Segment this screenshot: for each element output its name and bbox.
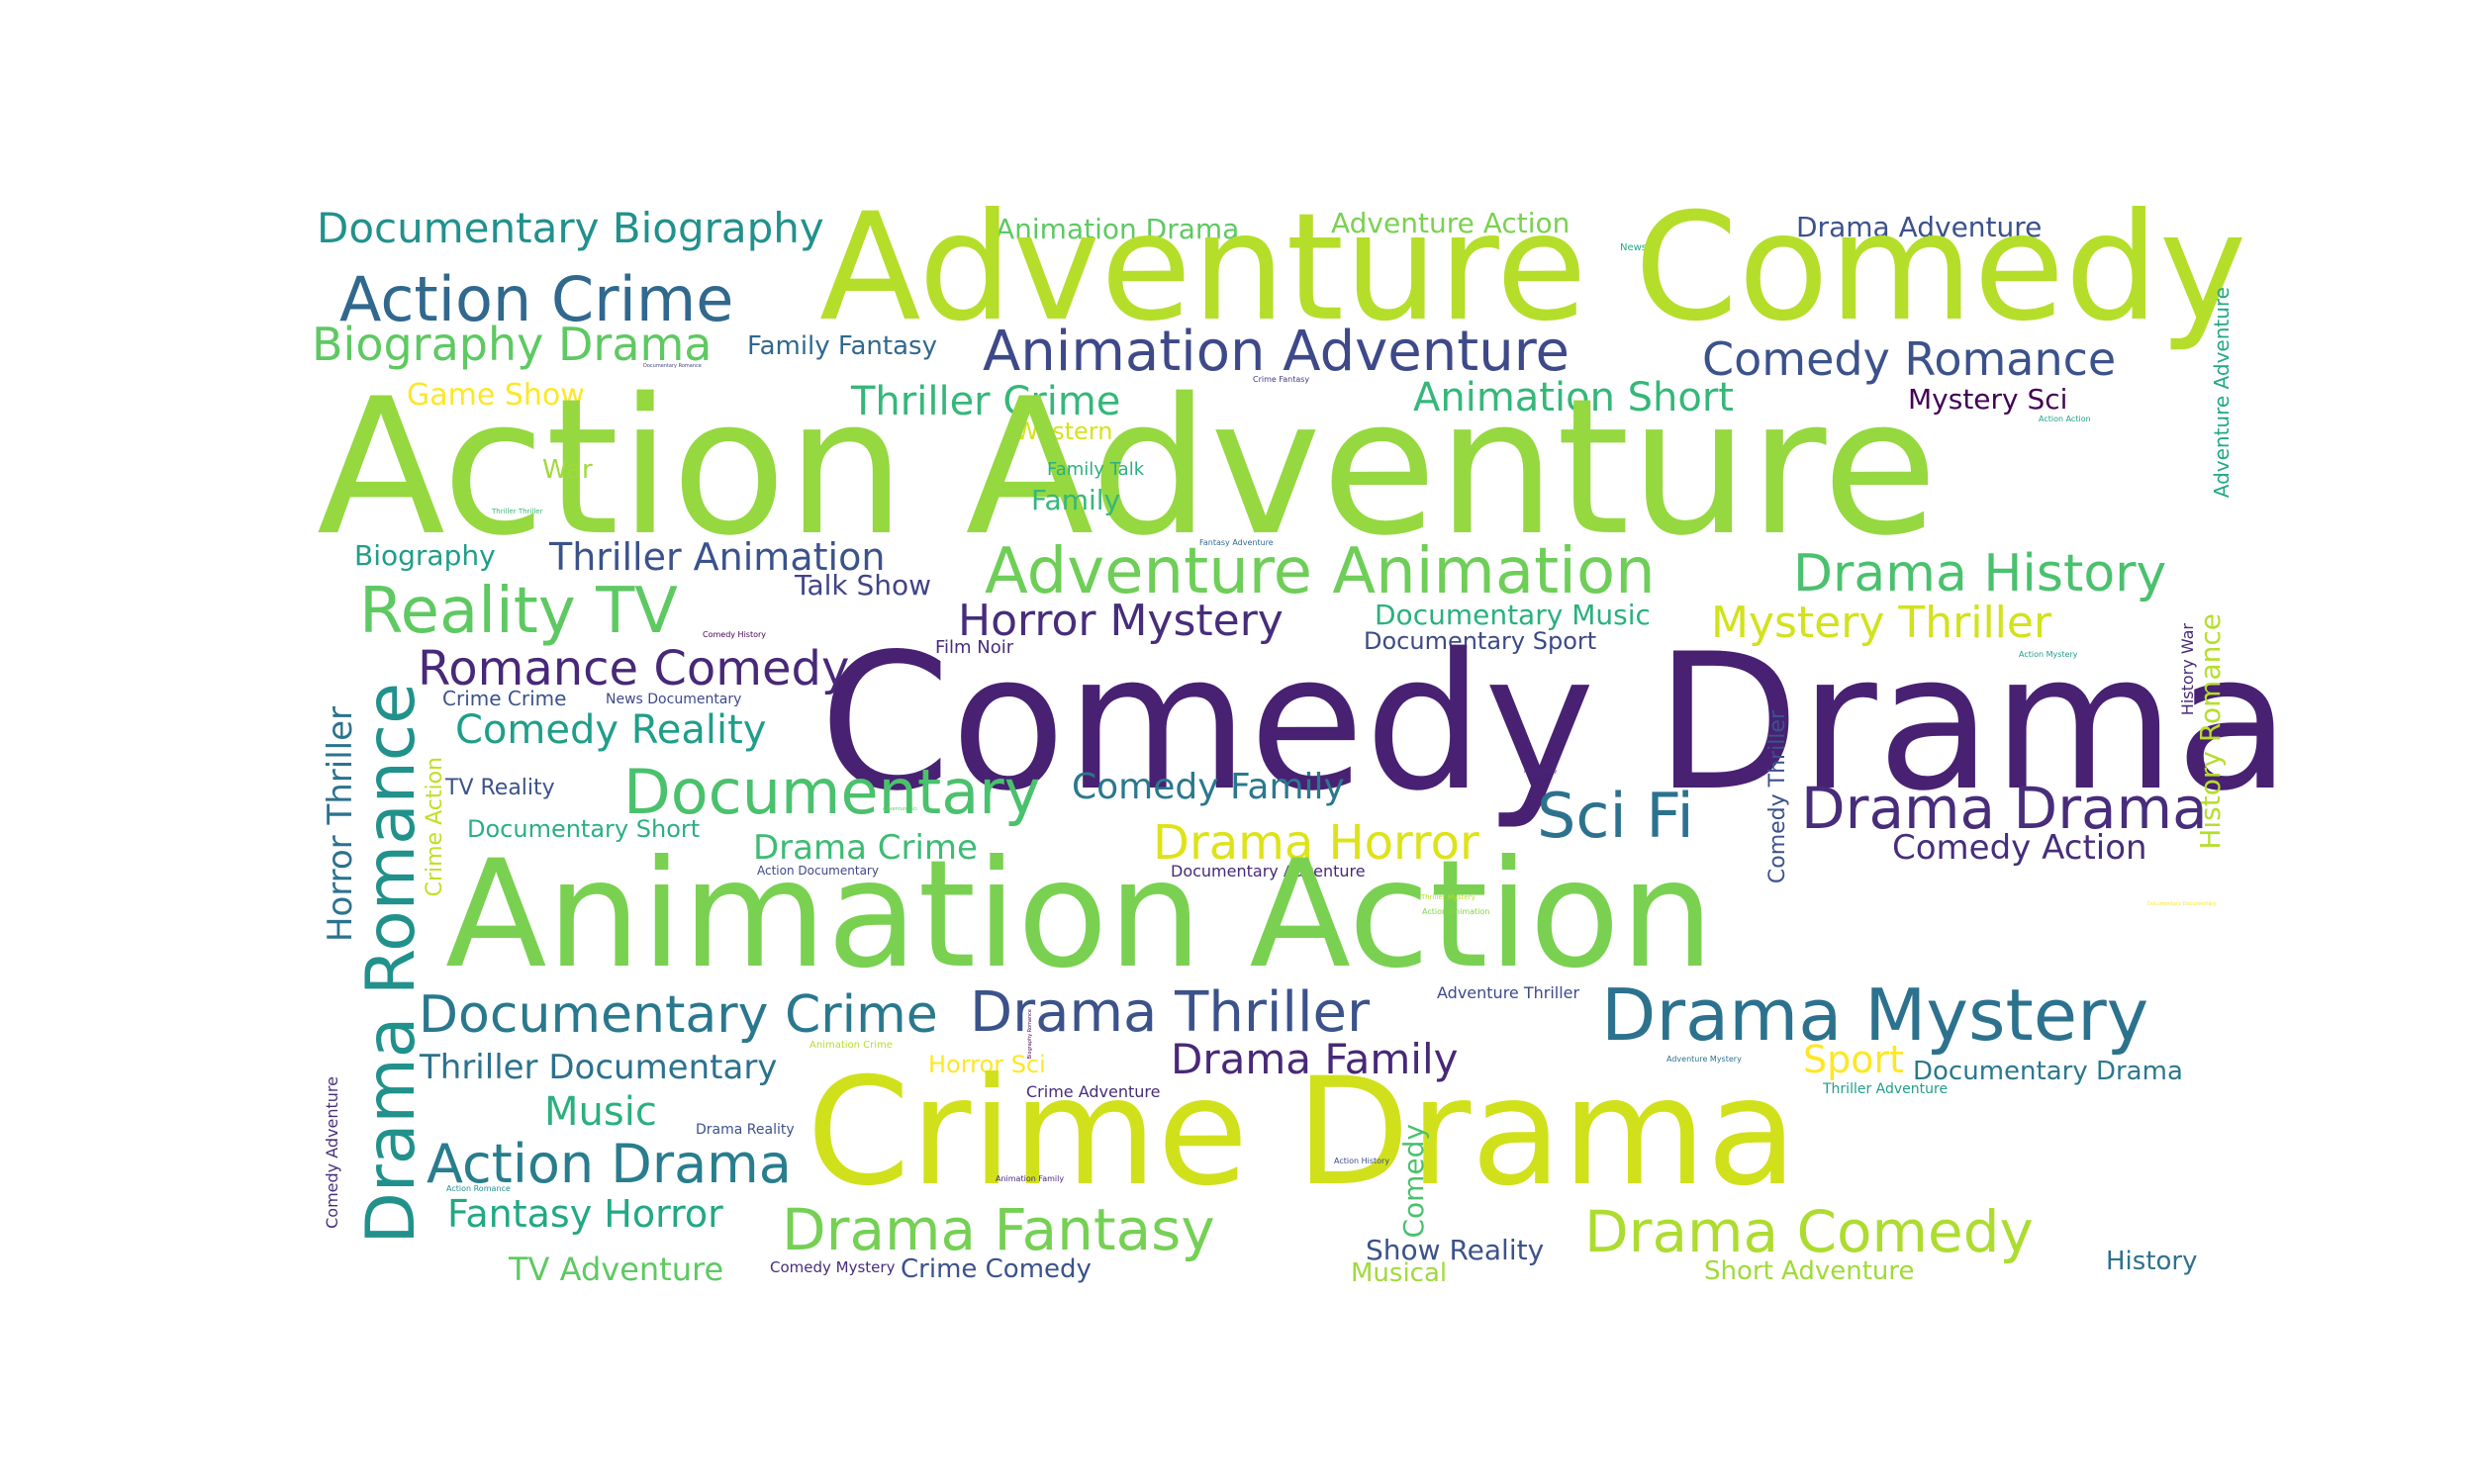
word-comedy-romance: Comedy Romance bbox=[1702, 332, 2117, 386]
word-romance-comedy: Romance Comedy bbox=[418, 641, 850, 696]
word-documentary-short: Documentary Short bbox=[467, 815, 701, 843]
word-drama-family: Drama Family bbox=[1171, 1035, 1459, 1083]
word-adventure-animation: Adventure Animation bbox=[985, 535, 1656, 608]
word-comedy-mystery: Comedy Mystery bbox=[770, 1258, 896, 1276]
word-documentary-drama: Documentary Drama bbox=[1913, 1057, 2183, 1086]
word-comedy-family: Comedy Family bbox=[1072, 767, 1345, 807]
word-documentary-crime: Documentary Crime bbox=[419, 985, 938, 1045]
word-sport: Sport bbox=[1803, 1038, 1905, 1081]
word-thriller-animation: Thriller Animation bbox=[549, 535, 886, 579]
word-biography-romance: Biography Romance bbox=[1027, 1009, 1033, 1060]
word-drama-horror: Drama Horror bbox=[1153, 815, 1479, 871]
word-adventure-comedy: Adventure Comedy bbox=[819, 182, 2247, 354]
word-thriller-documentary: Thriller Documentary bbox=[420, 1048, 778, 1087]
word-drama-mystery: Drama Mystery bbox=[1601, 974, 2149, 1057]
word-reality-tv: Reality TV bbox=[359, 575, 678, 648]
word-family-fantasy: Family Fantasy bbox=[747, 331, 937, 361]
word-action-romance: Action Romance bbox=[446, 1184, 511, 1193]
word-action-documentary: Action Documentary bbox=[757, 864, 879, 878]
word-tv-reality: TV Reality bbox=[445, 776, 555, 800]
word-animation-crime: Animation Crime bbox=[809, 1040, 893, 1051]
word-tv-adventure: TV Adventure bbox=[509, 1251, 724, 1288]
word-thriller-thriller: Thriller Thriller bbox=[492, 508, 543, 515]
word-adventure-mystery: Adventure Mystery bbox=[1666, 1055, 1742, 1064]
word-short-adventure: Short Adventure bbox=[1704, 1256, 1915, 1286]
word-film-noir: Film Noir bbox=[935, 637, 1014, 658]
word-animation-family: Animation Family bbox=[996, 1174, 1065, 1183]
word-adventure-action: Adventure Action bbox=[1331, 207, 1570, 239]
word-sci-fi: Sci Fi bbox=[1537, 780, 1694, 852]
word-action-action: Action Action bbox=[2039, 415, 2091, 423]
word-family-talk: Family Talk bbox=[1047, 459, 1145, 480]
word-documentary-sport: Documentary Sport bbox=[1364, 627, 1597, 655]
word-comedy-drama: Comedy Drama bbox=[819, 613, 2291, 832]
word-comedy-adventure: Comedy Adventure bbox=[323, 1076, 341, 1229]
word-drama-fantasy: Drama Fantasy bbox=[782, 1196, 1215, 1263]
word-documentary-documentary: Documentary Documentary bbox=[2147, 901, 2217, 907]
word-action-family: Action Family bbox=[1524, 769, 1558, 775]
word-comedy-thriller: Comedy Thriller bbox=[1765, 710, 1790, 884]
word-drama-history: Drama History bbox=[1793, 544, 2167, 603]
word-adventure-sci: Adventure Sci bbox=[883, 806, 917, 812]
word-musical: Musical bbox=[1351, 1258, 1448, 1288]
word-drama-comedy: Drama Comedy bbox=[1584, 1198, 2034, 1265]
word-fantasy-adventure: Fantasy Adventure bbox=[1199, 538, 1274, 547]
word-horror-mystery: Horror Mystery bbox=[958, 596, 1284, 646]
word-biography: Biography bbox=[354, 539, 496, 572]
word-drama-thriller: Drama Thriller bbox=[970, 980, 1371, 1045]
word-documentary-biography: Documentary Biography bbox=[317, 204, 824, 252]
word-comedy: Comedy bbox=[1397, 1124, 1430, 1239]
word-drama-crime: Drama Crime bbox=[753, 828, 978, 868]
word-crime-fantasy: Crime Fantasy bbox=[1253, 375, 1310, 384]
word-show-reality: Show Reality bbox=[1366, 1234, 1545, 1266]
word-horror-thriller: Horror Thriller bbox=[321, 706, 360, 943]
word-thriller-adventure: Thriller Adventure bbox=[1823, 1081, 1949, 1097]
word-action-drama: Action Drama bbox=[427, 1133, 792, 1195]
word-crime-action: Crime Action bbox=[423, 757, 447, 897]
word-thriller-mystery: Thriller Mystery bbox=[1421, 893, 1475, 901]
word-action-mystery: Action Mystery bbox=[2019, 650, 2078, 659]
word-action-history: Action History bbox=[1334, 1157, 1390, 1165]
word-drama-romance: Drama Romance bbox=[352, 683, 430, 1245]
word-comedy-reality: Comedy Reality bbox=[455, 707, 767, 753]
word-crime-drama: Crime Drama bbox=[807, 1047, 1798, 1219]
word-mystery-thriller: Mystery Thriller bbox=[1711, 598, 2052, 648]
word-war: War bbox=[542, 455, 593, 485]
word-drama-adventure: Drama Adventure bbox=[1796, 211, 2043, 243]
word-animation-adventure: Animation Adventure bbox=[983, 320, 1570, 384]
word-drama-reality: Drama Reality bbox=[696, 1122, 795, 1138]
word-family: Family bbox=[1031, 484, 1121, 516]
word-music: Music bbox=[544, 1089, 657, 1135]
word-comedy-history: Comedy History bbox=[703, 630, 767, 639]
word-animation-short: Animation Short bbox=[1413, 375, 1734, 420]
word-history: History bbox=[2106, 1247, 2198, 1276]
word-horror-sci: Horror Sci bbox=[928, 1051, 1046, 1078]
word-drama-drama: Drama Drama bbox=[1801, 775, 2208, 842]
word-western: Western bbox=[1015, 417, 1113, 445]
word-comedy-action: Comedy Action bbox=[1892, 828, 2147, 868]
word-mystery-sci: Mystery Sci bbox=[1908, 383, 2068, 416]
word-action-crime: Action Crime bbox=[339, 263, 734, 335]
word-news: News bbox=[1620, 242, 1648, 253]
word-animation-drama: Animation Drama bbox=[996, 213, 1240, 245]
word-crime-crime: Crime Crime bbox=[442, 687, 567, 710]
word-animation-action: Animation Action bbox=[445, 829, 1715, 1001]
word-adventure-adventure: Adventure Adventure bbox=[2210, 287, 2234, 499]
word-crime-comedy: Crime Comedy bbox=[901, 1254, 1092, 1284]
word-documentary-music: Documentary Music bbox=[1375, 599, 1651, 631]
word-adventure-thriller: Adventure Thriller bbox=[1437, 983, 1580, 1002]
word-biography-drama: Biography Drama bbox=[312, 318, 713, 371]
word-documentary-romance: Documentary Romance bbox=[643, 363, 702, 369]
word-talk-show: Talk Show bbox=[795, 569, 932, 602]
word-documentary: Documentary bbox=[623, 756, 1041, 828]
word-action-adventure: Action Adventure bbox=[317, 358, 1939, 577]
word-fantasy-horror: Fantasy Horror bbox=[447, 1192, 723, 1236]
word-action-animation: Action Animation bbox=[1422, 907, 1490, 916]
word-documentary-adventure: Documentary Adventure bbox=[1171, 862, 1366, 881]
word-game-show: Game Show bbox=[407, 378, 585, 413]
word-news-documentary: News Documentary bbox=[606, 692, 742, 707]
word-crime-adventure: Crime Adventure bbox=[1026, 1082, 1161, 1101]
word-thriller-crime: Thriller Crime bbox=[851, 379, 1121, 424]
